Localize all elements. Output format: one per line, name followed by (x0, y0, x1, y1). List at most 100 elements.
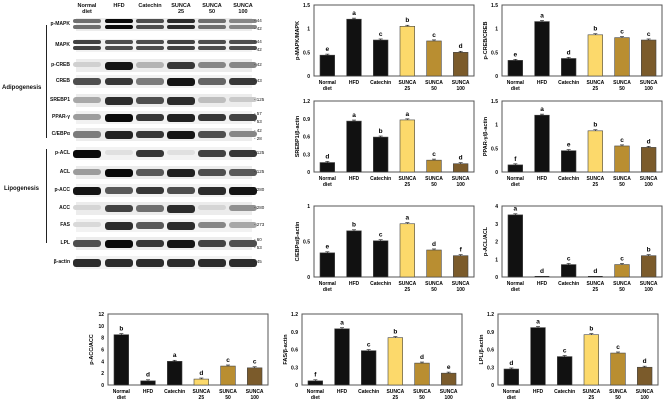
adipogenesis-label: Adipogenesis (2, 85, 42, 91)
blot-band (167, 78, 195, 86)
y-tick-label: 2 (495, 240, 498, 246)
y-tick-label: 1.2 (291, 312, 298, 318)
significance-letter: b (405, 17, 409, 24)
blot-band (167, 187, 195, 195)
x-tick-label: diet (323, 182, 332, 188)
bar (503, 368, 519, 386)
lane-header: SUNCA 100 (227, 3, 259, 15)
blot-band (136, 205, 164, 212)
blot-band (73, 25, 101, 29)
x-tick-label: SUNCA (425, 176, 443, 182)
blot-band (73, 114, 101, 121)
molecular-weight-marker: - 43 (254, 78, 262, 83)
x-tick-label: Normal (319, 176, 337, 182)
x-tick-label: Catechin (358, 389, 379, 395)
x-tick-label: Catechin (164, 389, 185, 395)
x-tick-label: SUNCA (586, 80, 604, 86)
blot-band (136, 150, 164, 158)
blot-band (167, 46, 195, 50)
blot-band (105, 78, 133, 86)
y-tick-label: 0.3 (291, 365, 298, 371)
significance-letter: e (514, 51, 518, 58)
bar-chart: 01234p-ACL/ACLaNormaldietdHFDcCatechindS… (483, 204, 663, 293)
molecular-weight-marker: - 57 (254, 111, 262, 116)
x-tick-label: diet (117, 395, 126, 401)
x-tick-label: 25 (405, 86, 411, 92)
significance-letter: b (647, 247, 651, 254)
significance-letter: a (406, 215, 410, 222)
bar (557, 356, 573, 386)
blot-band (136, 25, 164, 29)
y-tick-label: 1 (495, 257, 498, 263)
bar (453, 52, 469, 77)
x-tick-label: 100 (644, 287, 653, 293)
y-tick-label: 12 (98, 312, 104, 318)
y-tick-label: 1.2 (303, 99, 310, 105)
blot-band (229, 19, 257, 23)
blot-band (167, 97, 195, 105)
blot-band (136, 19, 164, 23)
bar (583, 334, 599, 386)
blot-band (229, 259, 257, 267)
bar (561, 58, 577, 77)
plot-frame (313, 100, 475, 173)
x-tick-label: 100 (456, 287, 465, 293)
bar (346, 230, 362, 278)
blot-band (73, 150, 101, 158)
bar (373, 39, 389, 77)
blot-band (136, 46, 164, 50)
y-tick-label: 0.3 (487, 365, 494, 371)
x-tick-label: diet (511, 182, 520, 188)
significance-letter: d (643, 358, 647, 365)
lane-header-text: Normal (77, 3, 97, 9)
molecular-weight-marker: - 273 (254, 222, 265, 227)
lane-header-text: SUNCA (202, 3, 222, 9)
blot-band (198, 259, 226, 267)
bar (453, 163, 469, 173)
blot-band (136, 62, 164, 68)
bar (614, 145, 630, 173)
blot-band (198, 40, 226, 44)
bar (307, 380, 323, 386)
significance-letter: a (536, 318, 540, 325)
bar (319, 252, 335, 278)
significance-letter: a (540, 106, 544, 113)
y-tick-label: 0.5 (303, 240, 310, 246)
lane-header: SUNCA 50 (196, 3, 228, 15)
x-tick-label: 25 (593, 182, 599, 188)
bar (507, 164, 523, 173)
blot-band (105, 222, 133, 230)
bar (334, 328, 350, 386)
x-tick-label: SUNCA (452, 176, 470, 182)
y-axis-label: C/EBPα/β-actin (295, 221, 301, 261)
x-tick-label: SUNCA (452, 80, 470, 86)
x-tick-label: 50 (615, 395, 621, 401)
bar (167, 361, 183, 386)
lane-header-text: HFD (113, 3, 125, 9)
significance-letter: d (199, 370, 203, 377)
bar (346, 120, 362, 173)
plot-frame (501, 205, 663, 278)
bar (426, 40, 442, 77)
x-tick-label: SUNCA (386, 389, 404, 395)
significance-letter: d (459, 155, 463, 162)
blot-band (136, 97, 164, 105)
y-tick-label: 1 (307, 27, 310, 33)
x-tick-label: SUNCA (636, 389, 654, 395)
x-tick-label: Catechin (558, 176, 579, 182)
bar (319, 54, 335, 77)
blot-band (73, 62, 101, 68)
y-tick-label: 1.5 (303, 3, 310, 9)
molecular-weight-marker: - 280 (254, 187, 265, 192)
x-tick-label: SUNCA (425, 281, 443, 287)
bar (399, 119, 415, 173)
blot-band (167, 40, 195, 44)
blot-band (105, 169, 133, 177)
molecular-weight-marker: - 53 (254, 245, 262, 250)
blot-band (105, 25, 133, 29)
blot-band (198, 222, 226, 229)
blot-band (105, 187, 133, 194)
